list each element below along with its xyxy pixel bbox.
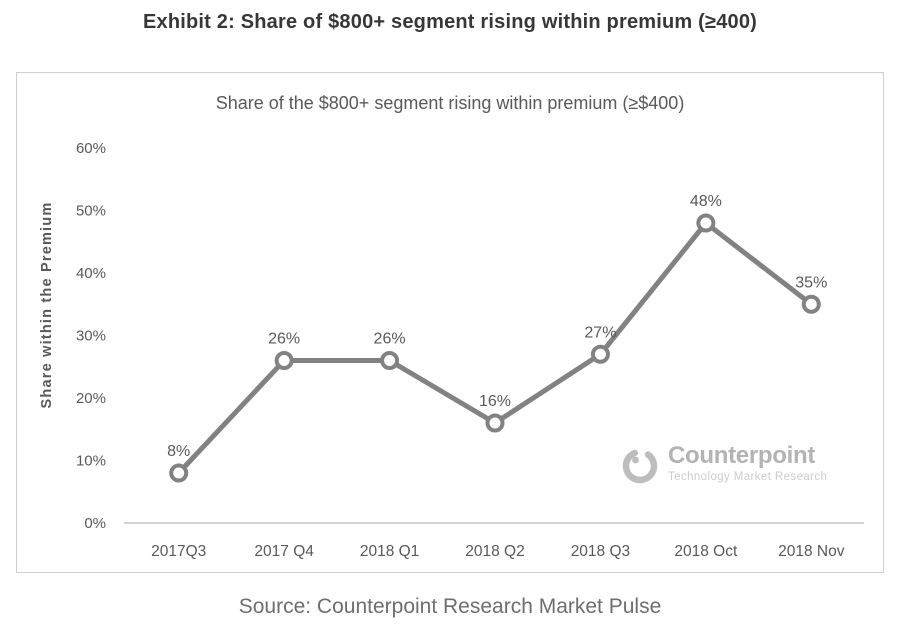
y-tick-label: 0% <box>84 515 106 532</box>
logo-name: Counterpoint <box>668 442 816 469</box>
y-tick-label: 40% <box>76 265 106 282</box>
counterpoint-logo-icon <box>621 439 661 496</box>
line-chart: 0% 10% 20% 30% 40% 50% 60% 2017Q3 2017 Q4 2018 Q1… <box>76 140 864 560</box>
data-point-label: 26% <box>268 331 300 348</box>
logo-tagline: Technology Market Research <box>668 471 828 484</box>
x-tick-label: 2018 Q3 <box>571 543 630 560</box>
source-text: Source: Counterpoint Research Market Pul… <box>238 595 662 618</box>
y-tick-label: 10% <box>76 453 106 470</box>
x-tick-label: 2017 Q4 <box>254 543 314 560</box>
y-tick-label: 30% <box>76 328 106 345</box>
data-point-marker <box>274 351 294 370</box>
x-tick-label: 2018 Oct <box>674 543 738 560</box>
x-tick-label: 2017Q3 <box>151 543 206 560</box>
series-line <box>176 220 814 476</box>
data-point-label: 35% <box>795 274 827 291</box>
page-title: Exhibit 2: Share of $800+ segment rising… <box>142 11 758 33</box>
counterpoint-logo: Counterpoint Technology Market Research <box>621 439 827 496</box>
data-point-label: 26% <box>374 331 406 348</box>
data-point-label: 8% <box>167 443 190 460</box>
data-point-label: 16% <box>479 393 511 410</box>
data-point-marker <box>801 294 821 314</box>
data-point-label: 48% <box>690 193 722 210</box>
data-point-label: 27% <box>584 324 616 341</box>
data-point-marker <box>380 351 400 370</box>
data-point-marker <box>696 213 716 233</box>
y-axis-label: Share within the Premium <box>39 201 55 409</box>
data-point-marker <box>590 344 610 364</box>
chart-card: 0% 10% 20% 30% 40% 50% 60% 2017Q3 2017 Q4 2018 Q1… <box>16 72 884 573</box>
y-tick-label: 50% <box>76 203 106 220</box>
x-tick-label: 2018 Q1 <box>360 543 419 560</box>
y-tick-label: 60% <box>76 140 106 157</box>
logo-text: Counterpoint Technology Market Research <box>668 443 827 483</box>
x-tick-label: 2018 Nov <box>778 543 845 560</box>
x-tick-label: 2018 Q2 <box>465 543 524 560</box>
data-point-marker <box>485 413 505 433</box>
chart-title: Share of the $800+ segment rising within… <box>215 93 685 113</box>
y-tick-label: 20% <box>76 390 106 407</box>
data-point-marker <box>169 463 189 483</box>
